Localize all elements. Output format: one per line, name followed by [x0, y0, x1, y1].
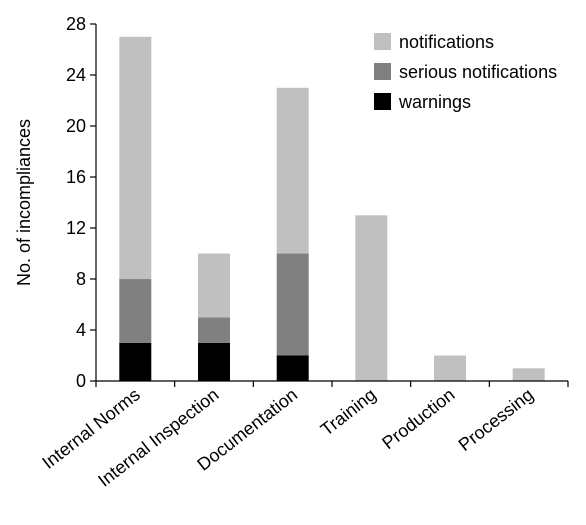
- y-tick-label-0: 0: [76, 371, 86, 391]
- bar-notifications-processing: [512, 368, 545, 382]
- x-tick-label-training: Training: [317, 384, 380, 439]
- legend: notifications serious notifications warnin…: [374, 32, 557, 112]
- y-tick-label-12: 12: [66, 218, 86, 238]
- legend-label-notifications: notifications: [399, 32, 494, 52]
- y-tick-label-16: 16: [66, 167, 86, 187]
- y-tick-label-8: 8: [76, 269, 86, 289]
- legend-label-warnings: warnings: [398, 92, 471, 112]
- y-axis-title: No. of incompliances: [14, 119, 34, 286]
- bar-notifications-training: [355, 215, 388, 382]
- y-tick-label-24: 24: [66, 65, 86, 85]
- y-tick-label-4: 4: [76, 320, 86, 340]
- y-tick-label-20: 20: [66, 116, 86, 136]
- legend-swatch-serious-notifications: [374, 63, 391, 80]
- bar-warnings-internal-inspection: [198, 342, 230, 382]
- bar-serious-notifications-internal-norms: [119, 279, 152, 343]
- bar-serious-notifications-internal-inspection: [198, 317, 230, 343]
- bar-serious-notifications-documentation: [276, 253, 309, 356]
- bar-notifications-production: [434, 355, 466, 381]
- bar-warnings-documentation: [276, 355, 309, 381]
- x-tick-label-production: Production: [378, 384, 458, 453]
- legend-swatch-warnings: [374, 93, 391, 110]
- bar-notifications-documentation: [276, 87, 309, 254]
- bars-layer: [119, 36, 545, 382]
- legend-label-serious-notifications: serious notifications: [399, 62, 557, 82]
- x-tick-label-processing: Processing: [455, 384, 537, 455]
- bar-notifications-internal-norms: [119, 36, 152, 280]
- legend-swatch-notifications: [374, 33, 391, 50]
- bar-notifications-internal-inspection: [198, 253, 230, 318]
- bar-warnings-internal-norms: [119, 342, 152, 382]
- y-tick-label-28: 28: [66, 14, 86, 34]
